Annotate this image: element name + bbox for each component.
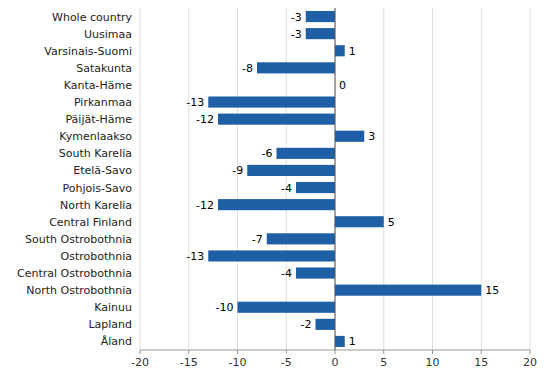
bar (335, 285, 481, 296)
bar (335, 336, 345, 347)
data-label: 5 (388, 216, 395, 229)
grid-line (335, 8, 336, 350)
bar (277, 148, 336, 159)
data-label: 1 (349, 45, 356, 58)
tick-label: 20 (523, 356, 537, 369)
data-label: 3 (368, 130, 375, 143)
tick-label: 10 (426, 356, 440, 369)
tick-label: -15 (180, 356, 198, 369)
tick-mark (237, 350, 238, 354)
tick-label: -10 (229, 356, 247, 369)
category-label: Pohjois-Savo (63, 182, 133, 195)
data-label: -12 (196, 113, 214, 126)
tick-mark (140, 350, 141, 354)
bar (218, 199, 335, 210)
tick-mark (432, 350, 433, 354)
data-label: -2 (301, 318, 312, 331)
data-label: -3 (291, 28, 302, 41)
category-label: Åland (101, 335, 132, 348)
category-label: Central Ostrobothnia (17, 267, 132, 280)
grid-line (481, 8, 482, 350)
data-label: -3 (291, 11, 302, 24)
category-label: Uusimaa (84, 28, 132, 41)
data-label: -4 (281, 182, 292, 195)
bar (208, 250, 335, 261)
bar (296, 267, 335, 278)
tick-mark (383, 350, 384, 354)
chart: -20-15-10-505101520Whole countryUusimaaV… (0, 0, 546, 376)
tick-mark (530, 350, 531, 354)
category-label: Pirkanmaa (74, 96, 132, 109)
category-label: Ostrobothnia (61, 250, 132, 263)
category-label: Kainuu (94, 301, 132, 314)
category-label: South Ostrobothnia (25, 233, 132, 246)
data-label: -4 (281, 267, 292, 280)
grid-line (530, 8, 531, 350)
data-label: -13 (186, 250, 204, 263)
category-label: North Ostrobothnia (26, 284, 132, 297)
bar (306, 11, 335, 22)
category-label: North Karelia (60, 199, 132, 212)
category-axis: Whole country Uusimaa Varsinais-Suomi Satak… (17, 11, 133, 349)
tick-mark (188, 350, 189, 354)
data-label: -10 (216, 301, 234, 314)
data-label: -8 (242, 62, 253, 75)
category-label: Satakunta (76, 62, 132, 75)
bar (306, 28, 335, 39)
data-label: 15 (485, 284, 499, 297)
data-label: -7 (252, 233, 263, 246)
value-axis: -20 -15 -10 -5 0 5 10 15 20 (131, 350, 537, 369)
tick-label: -20 (131, 356, 149, 369)
zero-line (335, 8, 336, 350)
category-label: Varsinais-Suomi (44, 45, 132, 58)
tick-mark (286, 350, 287, 354)
category-label: South Karelia (59, 147, 132, 160)
bar (247, 165, 335, 176)
data-label: 0 (339, 79, 346, 92)
grid-line (140, 8, 141, 350)
bar (316, 319, 336, 330)
bar (335, 216, 384, 227)
tick-mark (335, 350, 336, 354)
data-labels: -3 -3 1 -8 0 -13 -12 3 -6 -9 -4 -12 5 -7 -13 -4 15 -10 -2 1 (186, 11, 499, 349)
tick-label: 0 (332, 356, 339, 369)
category-label: Central Finland (49, 216, 132, 229)
grid-line (432, 8, 433, 350)
category-label: Etelä-Savo (73, 164, 132, 177)
grid-line (237, 8, 238, 350)
category-label: Kanta-Häme (64, 79, 132, 92)
bar (335, 131, 364, 142)
bar (238, 302, 336, 313)
bar (257, 62, 335, 73)
category-label: Lapland (88, 318, 132, 331)
bars (208, 11, 481, 347)
grid-line (383, 8, 384, 350)
category-label: Kymenlaakso (59, 130, 132, 143)
bar (335, 45, 345, 56)
tick-mark (481, 350, 482, 354)
bar (296, 182, 335, 193)
data-label: -13 (186, 96, 204, 109)
grid-line (188, 8, 189, 350)
data-label: -6 (262, 147, 273, 160)
tick-label: 5 (380, 356, 387, 369)
grid (140, 8, 530, 350)
bar (208, 96, 335, 107)
category-label: Päijät-Häme (65, 113, 132, 126)
tick-label: 15 (474, 356, 488, 369)
bar (218, 114, 335, 125)
data-label: -9 (232, 164, 243, 177)
data-label: 1 (349, 335, 356, 348)
tick-label: -5 (281, 356, 292, 369)
grid-line (286, 8, 287, 350)
data-label: -12 (196, 199, 214, 212)
category-label: Whole country (52, 11, 132, 24)
bar (267, 233, 335, 244)
